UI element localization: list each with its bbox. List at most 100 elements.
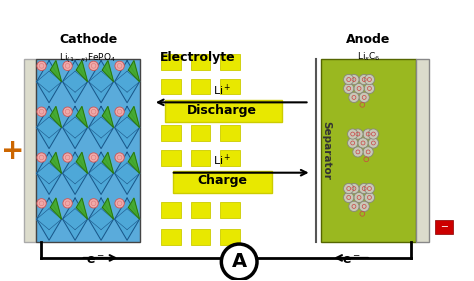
Circle shape <box>365 74 374 85</box>
Polygon shape <box>50 61 62 82</box>
Circle shape <box>349 92 359 103</box>
Circle shape <box>359 92 369 103</box>
Circle shape <box>349 201 359 212</box>
Polygon shape <box>76 61 88 82</box>
Text: A: A <box>232 252 247 271</box>
Polygon shape <box>63 106 88 149</box>
Bar <box>435 220 453 234</box>
Circle shape <box>115 107 124 116</box>
Circle shape <box>354 83 364 94</box>
Bar <box>161 54 181 70</box>
Bar <box>321 59 416 242</box>
Text: Li$^+$: Li$^+$ <box>213 153 232 169</box>
Bar <box>416 59 429 242</box>
FancyBboxPatch shape <box>173 171 272 192</box>
Text: Li$^+$: Li$^+$ <box>213 83 232 98</box>
Bar <box>161 79 181 94</box>
Bar <box>220 150 240 166</box>
Text: e$^-$: e$^-$ <box>342 254 360 267</box>
Bar <box>191 125 210 141</box>
Circle shape <box>63 61 72 71</box>
Circle shape <box>353 147 363 157</box>
Polygon shape <box>63 152 88 194</box>
Text: Separator: Separator <box>321 121 331 180</box>
Polygon shape <box>89 106 114 149</box>
Polygon shape <box>128 106 139 128</box>
Polygon shape <box>36 106 62 149</box>
Circle shape <box>221 244 257 280</box>
Circle shape <box>37 107 46 116</box>
Bar <box>161 125 181 141</box>
Circle shape <box>37 199 46 208</box>
Bar <box>191 150 210 166</box>
Text: +: + <box>0 137 24 165</box>
Text: e$^-$: e$^-$ <box>86 254 105 267</box>
Bar <box>220 229 240 245</box>
Polygon shape <box>50 152 62 173</box>
Bar <box>191 202 210 218</box>
Circle shape <box>363 129 373 139</box>
Polygon shape <box>115 198 139 240</box>
Bar <box>220 202 240 218</box>
Polygon shape <box>63 61 88 103</box>
Circle shape <box>89 153 98 162</box>
Bar <box>36 59 140 242</box>
Polygon shape <box>89 61 114 103</box>
Circle shape <box>358 138 368 148</box>
Polygon shape <box>50 198 62 219</box>
Circle shape <box>347 138 358 148</box>
FancyBboxPatch shape <box>165 100 282 122</box>
Circle shape <box>359 74 369 85</box>
Polygon shape <box>128 61 139 82</box>
Polygon shape <box>76 198 88 219</box>
Circle shape <box>365 183 374 194</box>
Circle shape <box>63 199 72 208</box>
Polygon shape <box>102 106 114 128</box>
Circle shape <box>63 153 72 162</box>
Circle shape <box>89 199 98 208</box>
Circle shape <box>89 61 98 71</box>
Circle shape <box>37 153 46 162</box>
Circle shape <box>365 192 374 203</box>
Polygon shape <box>36 152 62 194</box>
Circle shape <box>365 83 374 94</box>
Circle shape <box>344 83 354 94</box>
Bar <box>161 229 181 245</box>
Bar <box>191 229 210 245</box>
Text: Li$_{(1-x)}$FePO$_4$: Li$_{(1-x)}$FePO$_4$ <box>59 51 117 65</box>
Circle shape <box>359 201 369 212</box>
Circle shape <box>115 199 124 208</box>
Circle shape <box>359 183 369 194</box>
Polygon shape <box>36 61 62 103</box>
Text: Cathode: Cathode <box>59 33 117 46</box>
Polygon shape <box>76 106 88 128</box>
Text: Li$_x$C$_6$: Li$_x$C$_6$ <box>356 51 380 63</box>
Circle shape <box>344 192 354 203</box>
Polygon shape <box>115 106 139 149</box>
Bar <box>161 202 181 218</box>
Text: ─: ─ <box>441 222 447 232</box>
Polygon shape <box>102 61 114 82</box>
Bar <box>220 54 240 70</box>
Text: Charge: Charge <box>197 174 247 187</box>
Circle shape <box>63 107 72 116</box>
Polygon shape <box>115 152 139 194</box>
Circle shape <box>37 61 46 71</box>
Text: Electrolyte: Electrolyte <box>160 51 236 64</box>
Text: Anode: Anode <box>346 33 391 46</box>
Bar <box>220 79 240 94</box>
Circle shape <box>363 147 373 157</box>
Polygon shape <box>76 152 88 173</box>
Circle shape <box>344 183 354 194</box>
Circle shape <box>89 107 98 116</box>
Circle shape <box>354 192 364 203</box>
Circle shape <box>344 74 354 85</box>
Bar <box>191 79 210 94</box>
Text: Discharge: Discharge <box>187 104 257 117</box>
Bar <box>191 54 210 70</box>
Circle shape <box>368 138 379 148</box>
Polygon shape <box>89 152 114 194</box>
Polygon shape <box>63 198 88 240</box>
Circle shape <box>115 153 124 162</box>
Circle shape <box>349 74 359 85</box>
